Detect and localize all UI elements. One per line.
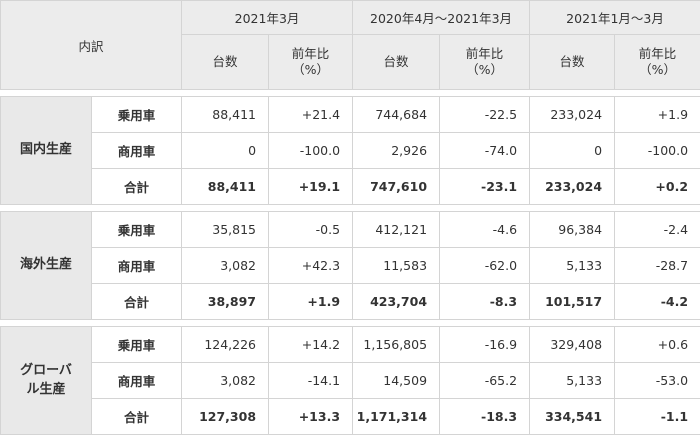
category-label: 合計 bbox=[92, 169, 182, 205]
group-label: グローバル生産 bbox=[1, 327, 92, 435]
units-cell: 0 bbox=[530, 133, 615, 169]
separator-cell bbox=[1, 320, 700, 327]
units-cell: 329,408 bbox=[530, 327, 615, 363]
units-cell: 1,156,805 bbox=[353, 327, 440, 363]
group-label-line: 国内生産 bbox=[20, 142, 72, 157]
units-cell: 423,704 bbox=[353, 284, 440, 320]
category-label: 乗用車 bbox=[92, 97, 182, 133]
header-yoy: 前年比（%） bbox=[440, 35, 530, 90]
units-cell: 38,897 bbox=[182, 284, 269, 320]
yoy-cell: -65.2 bbox=[440, 363, 530, 399]
yoy-cell: -53.0 bbox=[615, 363, 700, 399]
units-cell: 1,171,314 bbox=[353, 399, 440, 435]
units-cell: 127,308 bbox=[182, 399, 269, 435]
group-label-line: ル生産 bbox=[26, 382, 65, 397]
header-period-2: 2020年4月～2021年3月 bbox=[353, 1, 530, 35]
yoy-cell: -4.2 bbox=[615, 284, 700, 320]
units-cell: 233,024 bbox=[530, 97, 615, 133]
header-yoy: 前年比（%） bbox=[269, 35, 353, 90]
yoy-cell: -74.0 bbox=[440, 133, 530, 169]
units-cell: 88,411 bbox=[182, 169, 269, 205]
yoy-cell: -22.5 bbox=[440, 97, 530, 133]
yoy-cell: +21.4 bbox=[269, 97, 353, 133]
header-yoy: 前年比（%） bbox=[615, 35, 700, 90]
header-units: 台数 bbox=[353, 35, 440, 90]
units-cell: 2,926 bbox=[353, 133, 440, 169]
group-label: 海外生産 bbox=[1, 212, 92, 320]
category-label: 商用車 bbox=[92, 133, 182, 169]
category-label: 商用車 bbox=[92, 363, 182, 399]
yoy-cell: -2.4 bbox=[615, 212, 700, 248]
units-cell: 334,541 bbox=[530, 399, 615, 435]
yoy-cell: -100.0 bbox=[269, 133, 353, 169]
units-cell: 3,082 bbox=[182, 248, 269, 284]
header-breakdown: 内訳 bbox=[1, 1, 182, 90]
units-cell: 744,684 bbox=[353, 97, 440, 133]
yoy-cell: -62.0 bbox=[440, 248, 530, 284]
group-label: 国内生産 bbox=[1, 97, 92, 205]
header-period-3: 2021年1月～3月 bbox=[530, 1, 700, 35]
units-cell: 14,509 bbox=[353, 363, 440, 399]
category-label: 合計 bbox=[92, 284, 182, 320]
yoy-cell: +1.9 bbox=[269, 284, 353, 320]
yoy-cell: -28.7 bbox=[615, 248, 700, 284]
group-separator bbox=[1, 90, 700, 97]
yoy-cell: -14.1 bbox=[269, 363, 353, 399]
units-cell: 3,082 bbox=[182, 363, 269, 399]
yoy-cell: -8.3 bbox=[440, 284, 530, 320]
group-label-line: 海外生産 bbox=[20, 257, 72, 272]
group-separator bbox=[1, 205, 700, 212]
units-cell: 96,384 bbox=[530, 212, 615, 248]
yoy-cell: +42.3 bbox=[269, 248, 353, 284]
yoy-cell: -23.1 bbox=[440, 169, 530, 205]
category-label: 合計 bbox=[92, 399, 182, 435]
header-units: 台数 bbox=[530, 35, 615, 90]
yoy-cell: +19.1 bbox=[269, 169, 353, 205]
yoy-cell: -1.1 bbox=[615, 399, 700, 435]
separator-cell bbox=[1, 205, 700, 212]
units-cell: 0 bbox=[182, 133, 269, 169]
category-label: 乗用車 bbox=[92, 327, 182, 363]
units-cell: 88,411 bbox=[182, 97, 269, 133]
yoy-cell: -18.3 bbox=[440, 399, 530, 435]
yoy-cell: +14.2 bbox=[269, 327, 353, 363]
units-cell: 124,226 bbox=[182, 327, 269, 363]
header-units: 台数 bbox=[182, 35, 269, 90]
units-cell: 747,610 bbox=[353, 169, 440, 205]
yoy-cell: -4.6 bbox=[440, 212, 530, 248]
units-cell: 412,121 bbox=[353, 212, 440, 248]
yoy-cell: -0.5 bbox=[269, 212, 353, 248]
units-cell: 11,583 bbox=[353, 248, 440, 284]
units-cell: 233,024 bbox=[530, 169, 615, 205]
yoy-cell: -100.0 bbox=[615, 133, 700, 169]
yoy-cell: -16.9 bbox=[440, 327, 530, 363]
yoy-cell: +13.3 bbox=[269, 399, 353, 435]
units-cell: 5,133 bbox=[530, 248, 615, 284]
units-cell: 5,133 bbox=[530, 363, 615, 399]
yoy-cell: +0.2 bbox=[615, 169, 700, 205]
category-label: 商用車 bbox=[92, 248, 182, 284]
category-label: 乗用車 bbox=[92, 212, 182, 248]
units-cell: 35,815 bbox=[182, 212, 269, 248]
header-period-1: 2021年3月 bbox=[182, 1, 353, 35]
units-cell: 101,517 bbox=[530, 284, 615, 320]
header-row-periods: 内訳 2021年3月 2020年4月～2021年3月 2021年1月～3月 bbox=[1, 1, 700, 35]
separator-cell bbox=[1, 90, 700, 97]
group-label-line: グローバ bbox=[20, 363, 72, 378]
group-separator bbox=[1, 320, 700, 327]
yoy-cell: +1.9 bbox=[615, 97, 700, 133]
yoy-cell: +0.6 bbox=[615, 327, 700, 363]
